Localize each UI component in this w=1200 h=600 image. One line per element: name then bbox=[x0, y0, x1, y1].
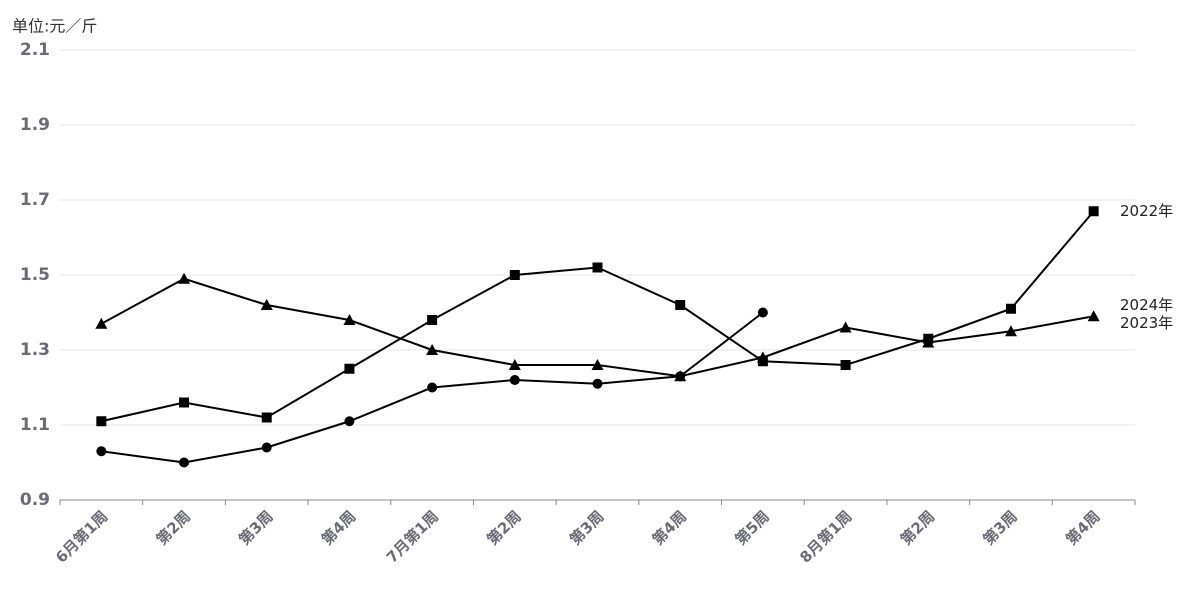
marker bbox=[592, 378, 603, 389]
x-tick-label: 6月第1周 bbox=[52, 507, 111, 566]
x-tick-label: 第3周 bbox=[980, 507, 1021, 548]
marker bbox=[260, 299, 273, 310]
marker bbox=[96, 416, 107, 427]
marker bbox=[427, 315, 438, 325]
x-tick-label: 第4周 bbox=[318, 507, 359, 548]
y-tick-label: 1.9 bbox=[20, 115, 50, 135]
x-tick-label: 第3周 bbox=[235, 507, 276, 548]
marker bbox=[756, 351, 769, 363]
series-line bbox=[101, 210, 1095, 423]
marker bbox=[675, 300, 686, 310]
x-tick-label: 第2周 bbox=[483, 507, 524, 548]
y-axis-unit: 单位:元／斤 bbox=[12, 17, 97, 36]
x-tick-label: 第4周 bbox=[649, 507, 690, 548]
marker bbox=[95, 317, 108, 329]
marker bbox=[261, 442, 272, 453]
y-tick-label: 1.7 bbox=[20, 190, 50, 210]
marker bbox=[839, 321, 852, 333]
marker bbox=[261, 412, 272, 423]
marker bbox=[840, 360, 851, 370]
y-tick-label: 0.9 bbox=[20, 490, 50, 510]
x-tick-label: 第4周 bbox=[1062, 507, 1103, 548]
marker bbox=[344, 416, 355, 427]
x-tick-label: 8月第1周 bbox=[796, 507, 855, 566]
marker bbox=[1004, 325, 1017, 337]
marker bbox=[179, 397, 190, 408]
marker bbox=[427, 382, 438, 393]
x-tick-label: 7月第1周 bbox=[383, 507, 442, 566]
marker bbox=[96, 446, 107, 457]
marker bbox=[922, 336, 935, 348]
series-label: 2023年 bbox=[1120, 314, 1173, 332]
marker bbox=[591, 359, 604, 370]
marker bbox=[344, 363, 355, 374]
marker bbox=[675, 371, 686, 382]
series-label: 2024年 bbox=[1120, 296, 1173, 314]
x-tick-label: 第5周 bbox=[732, 507, 773, 548]
x-tick-label: 第2周 bbox=[153, 507, 194, 548]
marker bbox=[1087, 310, 1100, 322]
marker bbox=[757, 307, 768, 318]
y-tick-label: 1.5 bbox=[20, 265, 50, 285]
marker bbox=[592, 262, 603, 273]
marker bbox=[509, 270, 520, 280]
marker bbox=[509, 375, 520, 385]
y-tick-label: 1.1 bbox=[20, 415, 50, 435]
marker bbox=[1088, 206, 1099, 217]
marker bbox=[178, 272, 191, 284]
marker bbox=[1005, 303, 1016, 314]
y-tick-label: 1.3 bbox=[20, 340, 50, 360]
x-tick-label: 第3周 bbox=[566, 507, 607, 548]
marker bbox=[508, 359, 521, 370]
y-tick-label: 2.1 bbox=[20, 40, 50, 60]
marker bbox=[426, 344, 439, 355]
marker bbox=[343, 314, 356, 325]
x-tick-label: 第2周 bbox=[897, 507, 938, 548]
marker bbox=[179, 457, 190, 468]
series-label: 2022年 bbox=[1120, 202, 1173, 220]
